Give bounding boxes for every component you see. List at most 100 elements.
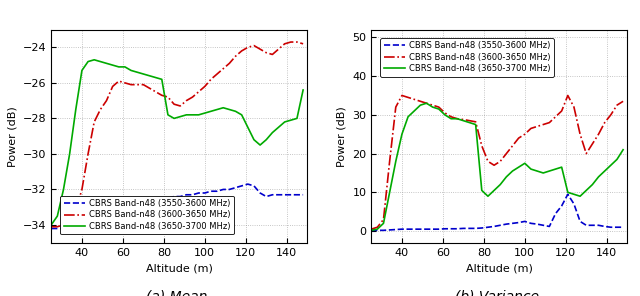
CBRS Band-n48 (3650-3700 MHz) xyxy=(613,158,621,161)
CBRS Band-n48 (3650-3700 MHz) xyxy=(478,189,486,192)
CBRS Band-n48 (3600-3650 MHz) xyxy=(232,54,239,58)
CBRS Band-n48 (3650-3700 MHz) xyxy=(540,171,547,175)
CBRS Band-n48 (3550-3600 MHz) xyxy=(232,186,239,189)
CBRS Band-n48 (3650-3700 MHz) xyxy=(570,192,578,196)
CBRS Band-n48 (3550-3600 MHz) xyxy=(54,227,61,230)
CBRS Band-n48 (3600-3650 MHz) xyxy=(97,108,104,111)
CBRS Band-n48 (3550-3600 MHz) xyxy=(545,225,553,228)
CBRS Band-n48 (3650-3700 MHz) xyxy=(238,113,246,117)
CBRS Band-n48 (3600-3650 MHz) xyxy=(84,152,92,156)
CBRS Band-n48 (3650-3700 MHz) xyxy=(47,223,55,227)
CBRS Band-n48 (3550-3600 MHz) xyxy=(521,220,529,223)
CBRS Band-n48 (3600-3650 MHz) xyxy=(540,123,547,126)
CBRS Band-n48 (3600-3650 MHz) xyxy=(515,136,522,140)
CBRS Band-n48 (3600-3650 MHz) xyxy=(164,95,172,99)
CBRS Band-n48 (3550-3600 MHz) xyxy=(250,184,258,188)
CBRS Band-n48 (3550-3600 MHz) xyxy=(453,227,461,231)
CBRS Band-n48 (3600-3650 MHz) xyxy=(115,79,123,83)
CBRS Band-n48 (3550-3600 MHz) xyxy=(189,193,196,197)
CBRS Band-n48 (3650-3700 MHz) xyxy=(170,117,178,120)
CBRS Band-n48 (3600-3650 MHz) xyxy=(60,223,67,227)
CBRS Band-n48 (3550-3600 MHz) xyxy=(582,223,590,227)
CBRS Band-n48 (3600-3650 MHz) xyxy=(109,85,116,88)
Line: CBRS Band-n48 (3550-3600 MHz): CBRS Band-n48 (3550-3600 MHz) xyxy=(51,184,303,229)
CBRS Band-n48 (3600-3650 MHz) xyxy=(300,42,307,46)
CBRS Band-n48 (3550-3600 MHz) xyxy=(502,222,510,226)
CBRS Band-n48 (3550-3600 MHz) xyxy=(564,192,572,196)
CBRS Band-n48 (3550-3600 MHz) xyxy=(158,197,166,200)
CBRS Band-n48 (3600-3650 MHz) xyxy=(417,99,424,103)
CBRS Band-n48 (3600-3650 MHz) xyxy=(281,42,289,46)
CBRS Band-n48 (3600-3650 MHz) xyxy=(478,144,486,148)
CBRS Band-n48 (3550-3600 MHz) xyxy=(146,198,154,202)
CBRS Band-n48 (3650-3700 MHz) xyxy=(410,109,418,113)
CBRS Band-n48 (3550-3600 MHz) xyxy=(540,223,547,227)
CBRS Band-n48 (3600-3650 MHz) xyxy=(287,40,294,44)
CBRS Band-n48 (3600-3650 MHz) xyxy=(127,83,135,86)
CBRS Band-n48 (3650-3700 MHz) xyxy=(533,169,541,173)
CBRS Band-n48 (3550-3600 MHz) xyxy=(115,209,123,213)
CBRS Band-n48 (3550-3600 MHz) xyxy=(441,227,449,231)
CBRS Band-n48 (3550-3600 MHz) xyxy=(497,223,504,227)
CBRS Band-n48 (3600-3650 MHz) xyxy=(220,67,227,70)
CBRS Band-n48 (3650-3700 MHz) xyxy=(152,76,159,79)
CBRS Band-n48 (3650-3700 MHz) xyxy=(497,183,504,186)
CBRS Band-n48 (3600-3650 MHz) xyxy=(582,152,590,155)
CBRS Band-n48 (3650-3700 MHz) xyxy=(466,121,474,124)
X-axis label: Altitude (m): Altitude (m) xyxy=(146,263,212,273)
CBRS Band-n48 (3650-3700 MHz) xyxy=(398,132,406,136)
CBRS Band-n48 (3600-3650 MHz) xyxy=(502,152,510,155)
CBRS Band-n48 (3550-3600 MHz) xyxy=(435,227,443,231)
CBRS Band-n48 (3600-3650 MHz) xyxy=(269,53,276,56)
CBRS Band-n48 (3550-3600 MHz) xyxy=(177,195,184,198)
CBRS Band-n48 (3650-3700 MHz) xyxy=(589,183,596,186)
CBRS Band-n48 (3600-3650 MHz) xyxy=(78,188,86,191)
CBRS Band-n48 (3550-3600 MHz) xyxy=(392,228,399,231)
CBRS Band-n48 (3650-3700 MHz) xyxy=(453,117,461,120)
CBRS Band-n48 (3550-3600 MHz) xyxy=(429,227,436,231)
Line: CBRS Band-n48 (3550-3600 MHz): CBRS Band-n48 (3550-3600 MHz) xyxy=(371,194,623,230)
CBRS Band-n48 (3600-3650 MHz) xyxy=(564,94,572,97)
CBRS Band-n48 (3550-3600 MHz) xyxy=(589,223,596,227)
CBRS Band-n48 (3600-3650 MHz) xyxy=(374,226,381,229)
CBRS Band-n48 (3600-3650 MHz) xyxy=(54,225,61,229)
CBRS Band-n48 (3600-3650 MHz) xyxy=(152,90,159,94)
CBRS Band-n48 (3600-3650 MHz) xyxy=(102,99,110,102)
CBRS Band-n48 (3600-3650 MHz) xyxy=(441,111,449,115)
CBRS Band-n48 (3600-3650 MHz) xyxy=(256,47,264,51)
CBRS Band-n48 (3550-3600 MHz) xyxy=(262,195,270,198)
CBRS Band-n48 (3650-3700 MHz) xyxy=(213,108,221,111)
Line: CBRS Band-n48 (3600-3650 MHz): CBRS Band-n48 (3600-3650 MHz) xyxy=(371,96,623,229)
CBRS Band-n48 (3650-3700 MHz) xyxy=(182,113,190,117)
CBRS Band-n48 (3600-3650 MHz) xyxy=(140,83,147,86)
CBRS Band-n48 (3650-3700 MHz) xyxy=(447,117,455,120)
CBRS Band-n48 (3650-3700 MHz) xyxy=(133,70,141,74)
CBRS Band-n48 (3650-3700 MHz) xyxy=(225,108,233,111)
CBRS Band-n48 (3550-3600 MHz) xyxy=(374,229,381,232)
Text: (b) Variance.: (b) Variance. xyxy=(455,289,543,296)
CBRS Band-n48 (3650-3700 MHz) xyxy=(164,113,172,117)
CBRS Band-n48 (3600-3650 MHz) xyxy=(533,125,541,128)
CBRS Band-n48 (3600-3650 MHz) xyxy=(404,96,412,99)
CBRS Band-n48 (3600-3650 MHz) xyxy=(570,105,578,109)
CBRS Band-n48 (3650-3700 MHz) xyxy=(300,88,307,92)
CBRS Band-n48 (3550-3600 MHz) xyxy=(601,225,609,228)
CBRS Band-n48 (3600-3650 MHz) xyxy=(182,99,190,102)
CBRS Band-n48 (3600-3650 MHz) xyxy=(472,120,479,124)
CBRS Band-n48 (3600-3650 MHz) xyxy=(367,227,375,231)
CBRS Band-n48 (3550-3600 MHz) xyxy=(84,225,92,229)
CBRS Band-n48 (3650-3700 MHz) xyxy=(490,189,498,192)
CBRS Band-n48 (3550-3600 MHz) xyxy=(398,227,406,231)
CBRS Band-n48 (3650-3700 MHz) xyxy=(195,113,202,117)
CBRS Band-n48 (3550-3600 MHz) xyxy=(484,226,492,229)
CBRS Band-n48 (3650-3700 MHz) xyxy=(250,138,258,141)
CBRS Band-n48 (3650-3700 MHz) xyxy=(601,169,609,173)
CBRS Band-n48 (3550-3600 MHz) xyxy=(275,193,282,197)
CBRS Band-n48 (3650-3700 MHz) xyxy=(66,152,74,156)
CBRS Band-n48 (3650-3700 MHz) xyxy=(435,107,443,111)
CBRS Band-n48 (3600-3650 MHz) xyxy=(398,94,406,97)
CBRS Band-n48 (3650-3700 MHz) xyxy=(281,120,289,124)
CBRS Band-n48 (3650-3700 MHz) xyxy=(287,118,294,122)
CBRS Band-n48 (3650-3700 MHz) xyxy=(545,169,553,173)
CBRS Band-n48 (3550-3600 MHz) xyxy=(576,220,584,223)
